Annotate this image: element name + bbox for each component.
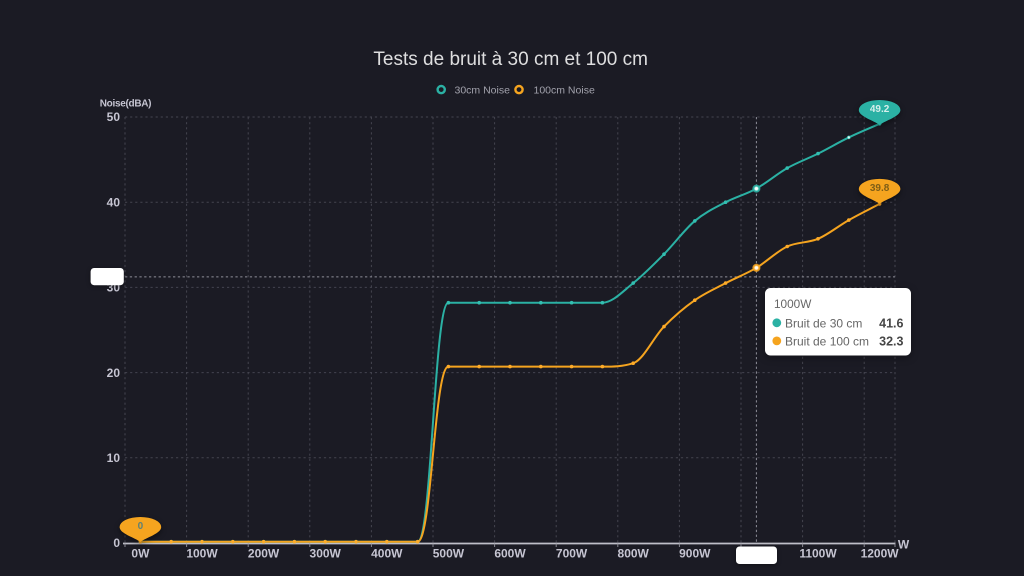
- svg-text:W: W: [898, 538, 910, 552]
- svg-text:Tests de bruit à 30 cm et 100: Tests de bruit à 30 cm et 100 cm: [373, 49, 648, 70]
- svg-text:100cm Noise: 100cm Noise: [534, 84, 595, 96]
- svg-text:200W: 200W: [248, 547, 280, 561]
- svg-text:Noise(dBA): Noise(dBA): [100, 99, 151, 110]
- svg-text:Bruit de 100 cm: Bruit de 100 cm: [785, 335, 869, 349]
- svg-text:800W: 800W: [618, 547, 650, 561]
- svg-text:10: 10: [107, 451, 121, 465]
- svg-text:32.3: 32.3: [879, 334, 903, 348]
- svg-text:20: 20: [107, 366, 121, 380]
- svg-text:49.2: 49.2: [870, 104, 890, 115]
- svg-text:1100W: 1100W: [799, 547, 837, 561]
- svg-text:39.8: 39.8: [870, 183, 890, 194]
- svg-text:300W: 300W: [310, 547, 342, 561]
- svg-text:40: 40: [107, 195, 121, 209]
- svg-text:30cm Noise: 30cm Noise: [455, 84, 511, 96]
- svg-text:50: 50: [107, 110, 121, 124]
- svg-text:900W: 900W: [679, 547, 711, 561]
- svg-text:500W: 500W: [433, 547, 465, 561]
- svg-text:1000W: 1000W: [774, 297, 812, 311]
- svg-text:0: 0: [113, 536, 120, 550]
- svg-text:100W: 100W: [186, 547, 218, 561]
- svg-text:Bruit de 30 cm: Bruit de 30 cm: [785, 317, 862, 331]
- svg-text:0: 0: [138, 521, 144, 532]
- svg-text:1200W: 1200W: [861, 547, 900, 561]
- svg-text:0W: 0W: [131, 547, 150, 561]
- svg-text:41.6: 41.6: [879, 316, 903, 330]
- svg-text:600W: 600W: [494, 547, 526, 561]
- svg-text:700W: 700W: [556, 547, 588, 561]
- svg-text:400W: 400W: [371, 547, 403, 561]
